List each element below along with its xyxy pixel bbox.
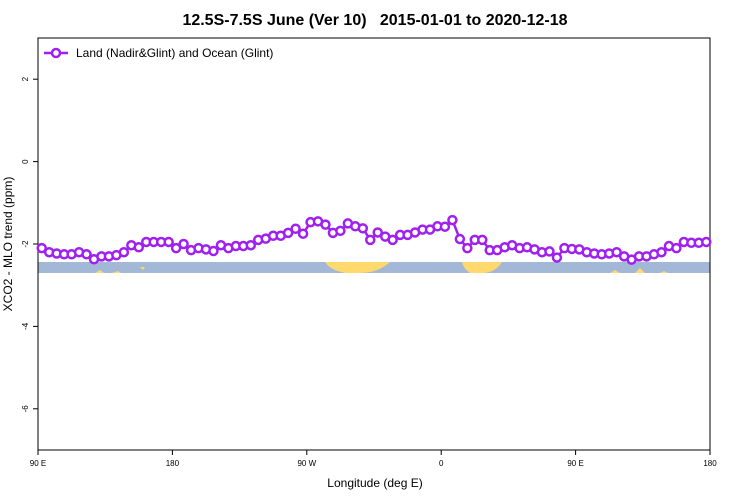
x-tick-label: 90 W [297,459,316,468]
surface-strip [38,262,710,273]
x-tick-label: 0 [439,459,444,468]
point [335,225,346,237]
chart-title: 12.5S-7.5S June (Ver 10) 2015-01-01 to 2… [182,12,567,29]
y-tick-label: -4 [21,322,30,330]
legend-marker [50,47,62,59]
point [282,227,294,239]
point [290,223,301,235]
point [462,242,473,254]
x-tick-label: 180 [703,459,717,468]
point [454,233,466,245]
point [118,246,130,258]
x-axis-label: Longitude (deg E) [327,476,422,490]
point [656,246,667,258]
point [701,236,712,248]
x-tick-label: 180 [166,459,180,468]
point [81,249,92,260]
point [387,234,398,246]
point [447,214,458,226]
point [671,242,682,254]
point [551,252,563,263]
point [372,227,383,238]
y-axis-label: XCO2 - MLO trend (ppm) [1,177,15,312]
legend-label: Land (Nadir&Glint) and Ocean (Glint) [76,46,273,60]
y-tick-label: -6 [21,405,30,413]
point [133,242,145,253]
point [245,239,257,251]
point [365,234,376,246]
point [320,219,331,230]
x-tick-label: 90 E [30,459,46,468]
point [170,242,182,254]
point [611,246,622,258]
y-tick-label: -2 [21,240,30,248]
point [477,234,488,246]
y-tick-label: 2 [21,76,30,81]
point [36,242,47,254]
x-tick-label: 90 E [567,459,583,468]
y-tick-label: 0 [21,159,30,164]
point [297,228,309,239]
point [439,221,451,232]
point [544,246,555,257]
point [163,236,174,248]
point [178,238,189,250]
point [208,245,219,257]
point [357,223,369,234]
